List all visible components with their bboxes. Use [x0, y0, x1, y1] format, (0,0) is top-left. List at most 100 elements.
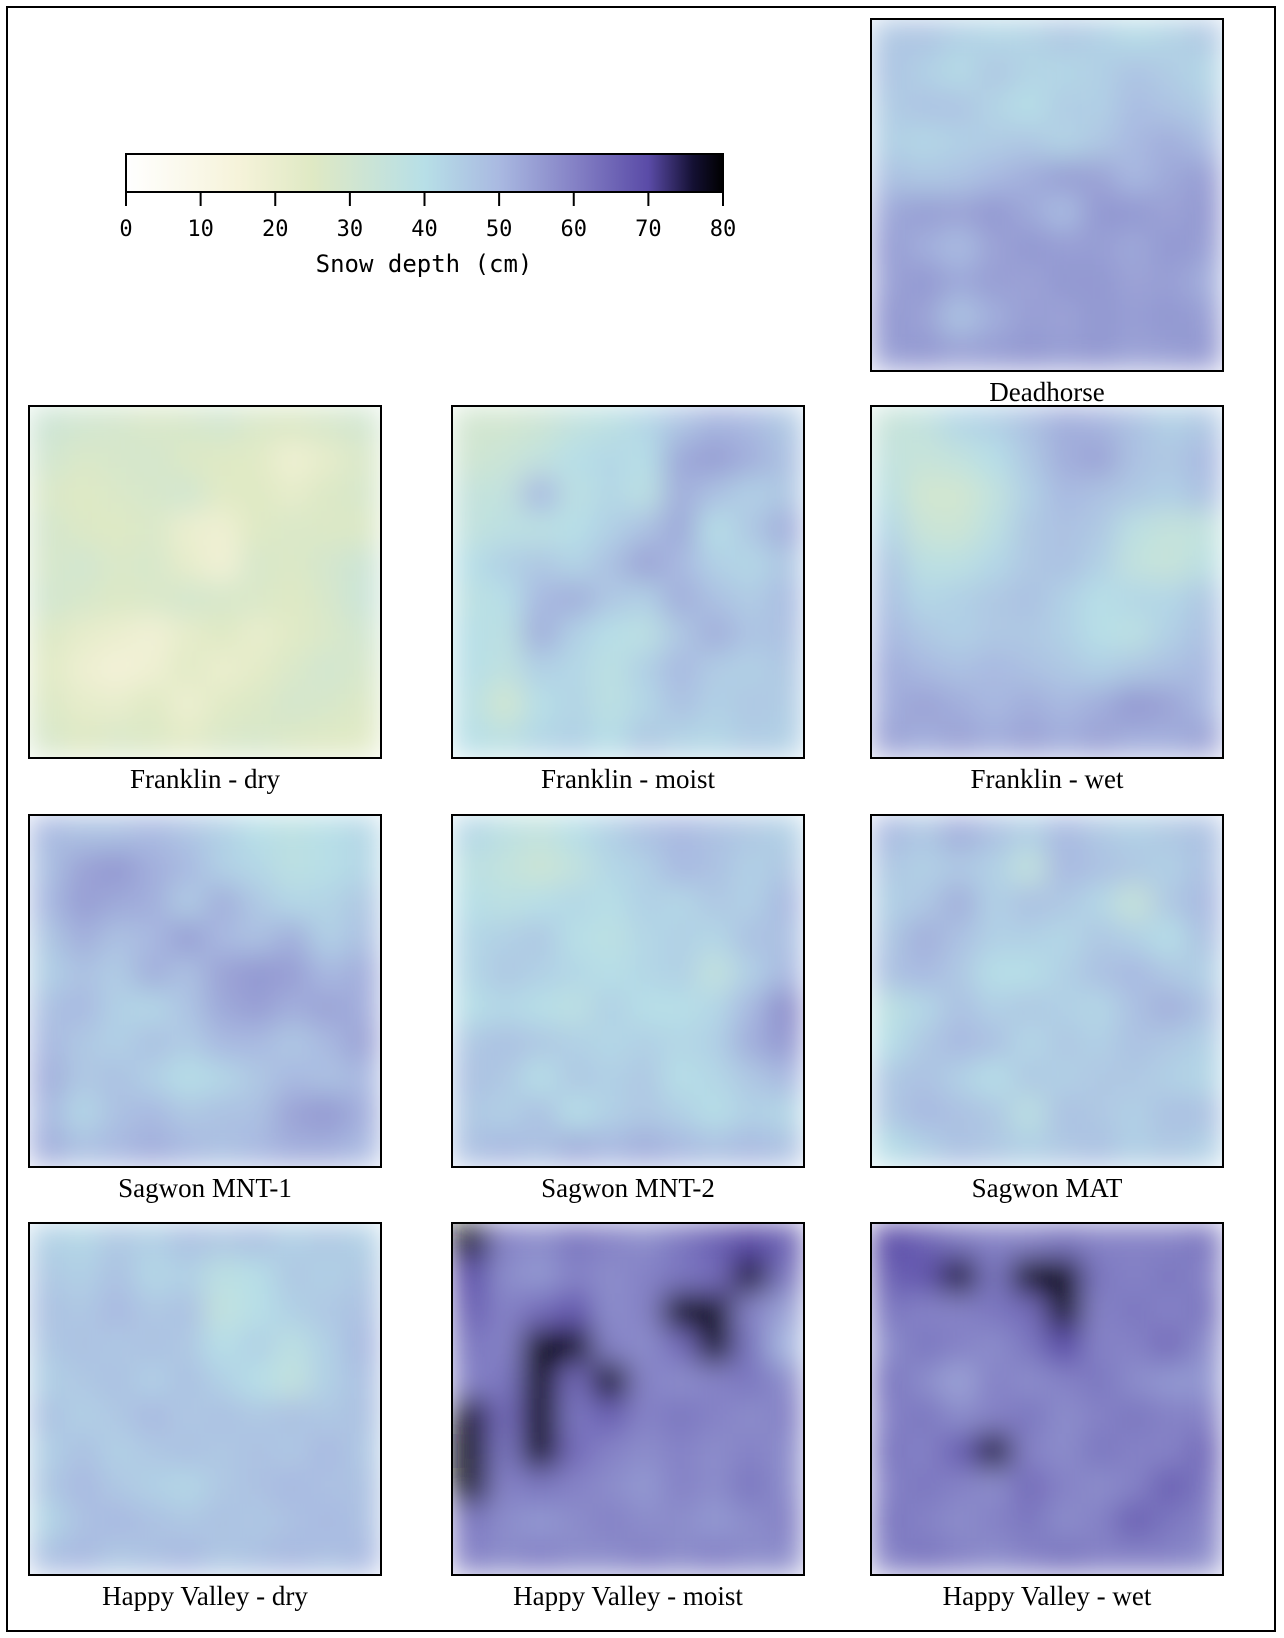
heatmap-cell — [522, 651, 559, 688]
heatmap-cell — [239, 955, 276, 992]
heatmap-cell — [344, 1130, 380, 1166]
heatmap-cell — [872, 407, 908, 443]
heatmap-cell — [344, 1433, 380, 1470]
heatmap-cell — [1186, 159, 1222, 196]
heatmap-cell — [662, 441, 699, 478]
heatmap-cell — [1081, 299, 1118, 336]
heatmap-cell — [344, 1538, 380, 1574]
heatmap-cell — [767, 885, 803, 922]
heatmap-cell — [1046, 476, 1083, 513]
heatmap-cell — [872, 1224, 908, 1260]
heatmap-cell — [697, 441, 734, 478]
heatmap-cell — [1116, 920, 1153, 957]
heatmap-cell — [487, 1130, 524, 1166]
heatmap-cell — [592, 990, 629, 1027]
heatmap-cell — [662, 955, 699, 992]
heatmap-cell — [1081, 1293, 1118, 1330]
heatmap-cell — [169, 990, 206, 1027]
heatmap-cell — [906, 1293, 943, 1330]
heatmap-cell — [30, 1095, 66, 1132]
heatmap-cell — [906, 1224, 943, 1260]
heatmap-cell — [592, 816, 629, 852]
heatmap-cell — [662, 1468, 699, 1505]
heatmap-cell — [453, 1258, 489, 1295]
heatmap-cell — [239, 1025, 276, 1062]
heatmap-cell — [522, 920, 559, 957]
heatmap-cell — [1081, 546, 1118, 583]
heatmap-cell — [662, 1060, 699, 1097]
heatmap-cell — [453, 1328, 489, 1365]
heatmap-cell — [239, 1095, 276, 1132]
heatmap-cell — [697, 990, 734, 1027]
heatmap-cell — [169, 581, 206, 618]
heatmap-cell — [204, 1468, 241, 1505]
heatmap-cell — [487, 476, 524, 513]
heatmap-cell — [30, 1503, 66, 1540]
heatmap-cell — [1186, 990, 1222, 1027]
heatmap-cell — [941, 1433, 978, 1470]
heatmap-cell — [1081, 89, 1118, 126]
colorbar-tick-label-70: 70 — [635, 217, 662, 242]
heatmap-cell — [697, 721, 734, 757]
heatmap-frame — [870, 405, 1224, 759]
heatmap-cell — [453, 1503, 489, 1540]
heatmap-cell — [732, 476, 769, 513]
heatmap-cell — [1046, 1503, 1083, 1540]
heatmap-cell — [134, 476, 171, 513]
heatmap-cell — [309, 511, 346, 548]
heatmap-cell — [662, 581, 699, 618]
heatmap-cell — [1116, 407, 1153, 443]
heatmap-cell — [627, 1258, 664, 1295]
heatmap-cell — [976, 885, 1013, 922]
heatmap-cell — [64, 686, 101, 723]
heatmap-cell — [1186, 1293, 1222, 1330]
heatmap-cell — [941, 581, 978, 618]
heatmap-cell — [872, 124, 908, 161]
heatmap-cell — [169, 1433, 206, 1470]
heatmap-cell — [1186, 124, 1222, 161]
heatmap-cell — [1151, 1224, 1188, 1260]
colorbar-tick-label-50: 50 — [486, 217, 513, 242]
colorbar-tick-label-20: 20 — [262, 217, 289, 242]
heatmap-cell — [941, 476, 978, 513]
heatmap-cell — [134, 850, 171, 887]
heatmap-cell — [169, 885, 206, 922]
heatmap-cell — [1011, 721, 1048, 757]
heatmap-cell — [1046, 651, 1083, 688]
heatmap-cell — [309, 816, 346, 852]
heatmap-cell — [941, 1293, 978, 1330]
heatmap-cell — [64, 1503, 101, 1540]
heatmap-cell — [767, 1258, 803, 1295]
heatmap-cell — [1186, 1060, 1222, 1097]
heatmap-cell — [697, 686, 734, 723]
heatmap-cell — [204, 1433, 241, 1470]
heatmap-cell — [522, 441, 559, 478]
heatmap-cell — [732, 990, 769, 1027]
heatmap-cell — [697, 476, 734, 513]
heatmap-cell — [453, 1363, 489, 1400]
heatmap-cell — [592, 1363, 629, 1400]
heatmap-cell — [976, 511, 1013, 548]
heatmap-cell — [557, 1468, 594, 1505]
heatmap-cell — [872, 581, 908, 618]
heatmap-cell — [522, 1468, 559, 1505]
heatmap-cell — [732, 511, 769, 548]
heatmap-cell — [1186, 511, 1222, 548]
heatmap-cell — [64, 616, 101, 653]
heatmap-cell — [872, 229, 908, 266]
heatmap-cell — [64, 1130, 101, 1166]
heatmap-cell — [1151, 1095, 1188, 1132]
colorbar-gradient — [125, 153, 724, 193]
heatmap-cell — [1081, 407, 1118, 443]
heatmap-cell — [662, 1130, 699, 1166]
heatmap-cell — [1151, 1468, 1188, 1505]
heatmap-cell — [767, 1398, 803, 1435]
heatmap-cell — [976, 407, 1013, 443]
heatmap-cell — [557, 1503, 594, 1540]
heatmap-cell — [732, 1095, 769, 1132]
heatmap-cell — [134, 885, 171, 922]
heatmap-cell — [1151, 955, 1188, 992]
heatmap-cell — [1011, 407, 1048, 443]
heatmap-cell — [134, 816, 171, 852]
heatmap-cell — [557, 441, 594, 478]
